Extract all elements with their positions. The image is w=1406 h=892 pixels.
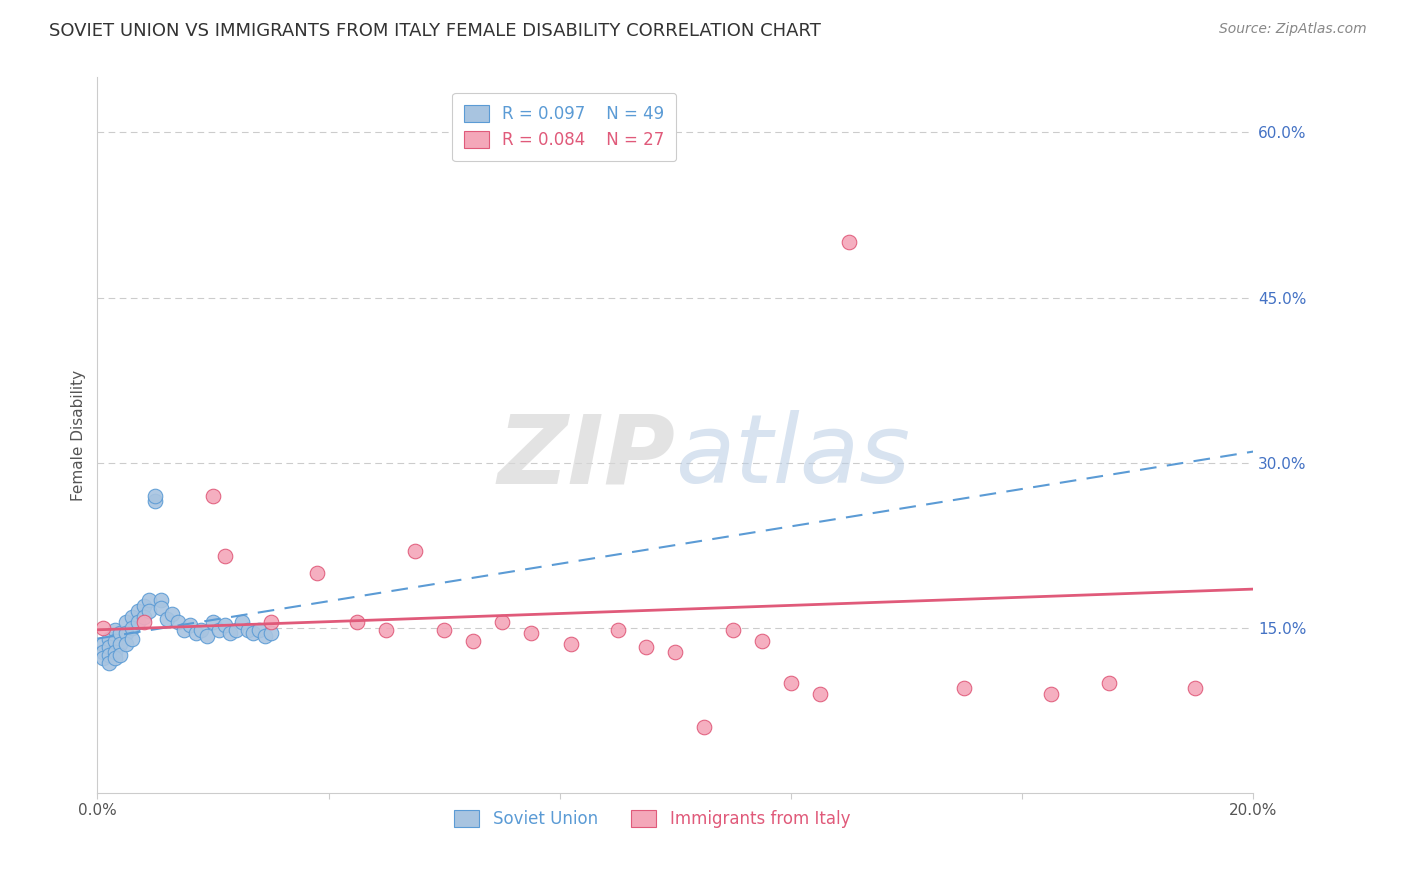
- Point: [173, 623, 195, 637]
- Point: [208, 623, 231, 637]
- Point: [91, 621, 114, 635]
- Point: [149, 600, 172, 615]
- Point: [195, 629, 218, 643]
- Point: [1040, 687, 1063, 701]
- Point: [97, 656, 120, 670]
- Text: SOVIET UNION VS IMMIGRANTS FROM ITALY FEMALE DISABILITY CORRELATION CHART: SOVIET UNION VS IMMIGRANTS FROM ITALY FE…: [49, 22, 821, 40]
- Point: [606, 623, 628, 637]
- Point: [104, 645, 127, 659]
- Point: [132, 609, 155, 624]
- Point: [305, 566, 328, 580]
- Point: [97, 648, 120, 662]
- Point: [214, 618, 236, 632]
- Point: [260, 626, 283, 640]
- Point: [91, 645, 114, 659]
- Point: [149, 593, 172, 607]
- Point: [780, 675, 803, 690]
- Text: atlas: atlas: [675, 410, 910, 503]
- Point: [461, 633, 484, 648]
- Point: [97, 640, 120, 655]
- Point: [375, 623, 398, 637]
- Point: [110, 637, 132, 651]
- Point: [184, 626, 207, 640]
- Point: [138, 593, 160, 607]
- Point: [143, 494, 166, 508]
- Point: [1184, 681, 1206, 695]
- Point: [121, 632, 143, 646]
- Point: [253, 629, 276, 643]
- Point: [179, 618, 201, 632]
- Point: [231, 615, 253, 629]
- Point: [346, 615, 368, 629]
- Point: [115, 637, 138, 651]
- Point: [260, 615, 283, 629]
- Point: [132, 615, 155, 629]
- Y-axis label: Female Disability: Female Disability: [72, 369, 86, 500]
- Point: [636, 640, 658, 655]
- Point: [104, 651, 127, 665]
- Point: [693, 720, 716, 734]
- Point: [236, 623, 259, 637]
- Point: [808, 687, 831, 701]
- Point: [91, 651, 114, 665]
- Point: [201, 615, 224, 629]
- Point: [721, 623, 744, 637]
- Point: [433, 623, 456, 637]
- Point: [110, 648, 132, 662]
- Point: [751, 633, 773, 648]
- Point: [104, 633, 127, 648]
- Point: [491, 615, 513, 629]
- Text: Source: ZipAtlas.com: Source: ZipAtlas.com: [1219, 22, 1367, 37]
- Point: [520, 626, 543, 640]
- Point: [132, 599, 155, 613]
- Point: [167, 615, 190, 629]
- Point: [121, 621, 143, 635]
- Point: [121, 609, 143, 624]
- Point: [242, 626, 264, 640]
- Point: [110, 626, 132, 640]
- Point: [1098, 675, 1121, 690]
- Point: [214, 549, 236, 563]
- Legend: Soviet Union, Immigrants from Italy: Soviet Union, Immigrants from Italy: [447, 803, 856, 834]
- Point: [664, 645, 686, 659]
- Point: [127, 615, 149, 629]
- Point: [115, 615, 138, 629]
- Point: [201, 489, 224, 503]
- Point: [190, 623, 212, 637]
- Point: [138, 604, 160, 618]
- Point: [156, 612, 179, 626]
- Point: [104, 623, 127, 637]
- Text: ZIP: ZIP: [498, 410, 675, 503]
- Point: [115, 626, 138, 640]
- Point: [162, 607, 184, 622]
- Point: [225, 623, 247, 637]
- Point: [91, 637, 114, 651]
- Point: [97, 632, 120, 646]
- Point: [247, 623, 270, 637]
- Point: [838, 235, 860, 250]
- Point: [953, 681, 976, 695]
- Point: [143, 489, 166, 503]
- Point: [127, 604, 149, 618]
- Point: [560, 637, 582, 651]
- Point: [219, 626, 242, 640]
- Point: [404, 543, 426, 558]
